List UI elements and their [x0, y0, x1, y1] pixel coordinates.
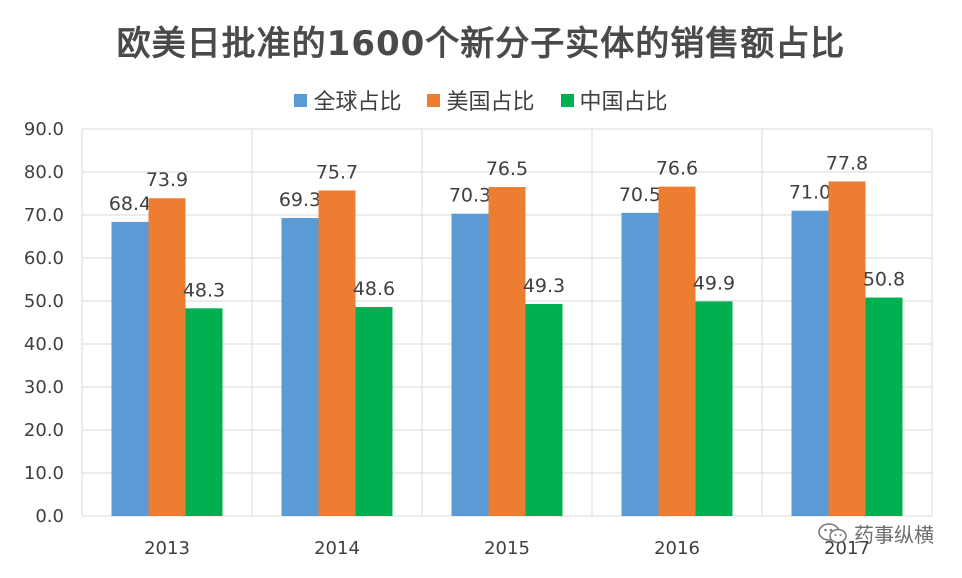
watermark-text: 药事纵横 [854, 523, 934, 547]
bar-0-2014 [281, 218, 319, 516]
x-tick-label-2017: 2017 [824, 538, 870, 559]
bar-0-2016 [621, 212, 659, 516]
legend-label-0: 全球占比 [313, 90, 402, 115]
bar-0-2013 [111, 221, 149, 516]
data-label-1-2016: 76.6 [656, 158, 698, 180]
y-tick-label-7: 70.0 [24, 205, 64, 226]
legend-item-0: 全球占比 [294, 84, 401, 116]
x-tick-label-2015: 2015 [484, 538, 530, 559]
bar-0-2015 [451, 213, 489, 516]
bar-2-2014 [355, 307, 393, 516]
y-tick-label-3: 30.0 [24, 377, 64, 398]
data-label-1-2013: 73.9 [146, 169, 188, 191]
data-label-0-2015: 70.3 [449, 185, 491, 207]
y-tick-label-8: 80.0 [24, 162, 64, 183]
bar-2-2015 [525, 304, 563, 516]
data-label-0-2017: 71.0 [789, 182, 831, 204]
legend-item-1: 美国占比 [427, 84, 535, 116]
y-tick-label-4: 40.0 [24, 334, 64, 355]
bar-1-2014 [318, 190, 356, 517]
data-label-0-2013: 68.4 [109, 193, 151, 215]
bar-2-2017 [865, 297, 903, 516]
bar-1-2015 [488, 187, 526, 517]
bar-2-2013 [185, 308, 223, 516]
y-tick-label-0: 0.0 [35, 506, 64, 527]
legend-label-1: 美国占比 [446, 90, 535, 115]
data-label-2-2016: 49.9 [693, 272, 735, 294]
bar-0-2017 [791, 210, 829, 516]
data-label-2-2017: 50.8 [863, 269, 905, 291]
legend-swatch-0 [294, 93, 308, 107]
y-tick-label-9: 90.0 [24, 119, 64, 140]
legend: 全球占比 美国占比 中国占比 [0, 84, 962, 116]
data-label-1-2014: 75.7 [316, 161, 358, 183]
bar-2-2016 [695, 301, 733, 516]
chart-title: 欧美日批准的1600个新分子实体的销售额占比 [116, 24, 846, 64]
wechat-icon [818, 522, 847, 543]
x-tick-label-2016: 2016 [654, 538, 700, 559]
data-label-2-2014: 48.6 [353, 278, 395, 300]
legend-swatch-1 [427, 93, 441, 107]
bar-1-2017 [828, 181, 866, 516]
data-label-0-2014: 69.3 [279, 189, 321, 211]
legend-swatch-2 [560, 93, 574, 107]
legend-item-2: 中国占比 [560, 84, 668, 116]
data-label-1-2015: 76.5 [486, 158, 528, 180]
y-tick-label-5: 50.0 [24, 291, 64, 312]
data-label-1-2017: 77.8 [826, 152, 868, 174]
x-tick-label-2013: 2013 [144, 538, 190, 559]
data-label-0-2016: 70.5 [619, 184, 661, 206]
y-tick-label-1: 10.0 [24, 463, 64, 484]
data-label-2-2015: 49.3 [523, 275, 565, 297]
y-tick-label-2: 20.0 [24, 420, 64, 441]
watermark: 药事纵横 [818, 519, 934, 548]
data-label-2-2013: 48.3 [183, 279, 225, 301]
bar-1-2013 [148, 198, 186, 517]
bar-1-2016 [658, 186, 696, 516]
legend-label-2: 中国占比 [579, 90, 668, 115]
x-tick-label-2014: 2014 [314, 538, 360, 559]
y-tick-label-6: 60.0 [24, 248, 64, 269]
